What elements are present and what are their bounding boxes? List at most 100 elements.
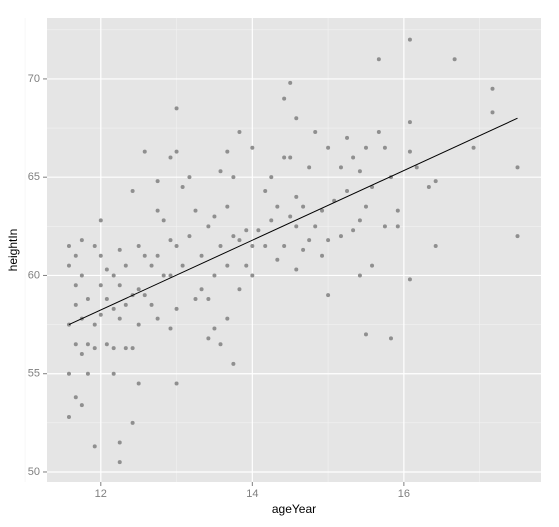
x-tick-label: 12 [95,488,107,500]
point [363,204,368,209]
point [149,263,154,268]
point [357,169,362,174]
point [206,297,211,302]
point [231,175,236,180]
point [237,287,242,292]
point [161,273,166,278]
point [407,120,412,125]
panel [47,18,541,482]
point [250,273,255,278]
point [218,243,223,248]
point [168,155,173,160]
point [288,155,293,160]
point [231,234,236,239]
point [282,243,287,248]
point [174,306,179,311]
point [326,293,331,298]
point [136,381,141,386]
point [212,214,217,219]
point [313,224,318,229]
point [263,243,268,248]
point [155,253,160,258]
point [73,342,78,347]
point [66,263,71,268]
point [288,80,293,85]
point [225,149,230,154]
y-tick-label: 55 [28,368,40,380]
point [351,228,356,233]
point [433,179,438,184]
point [345,135,350,140]
point [338,234,343,239]
point [117,283,122,288]
point [256,228,261,233]
point [282,155,287,160]
point [307,238,312,243]
point [168,326,173,331]
point [161,218,166,223]
point [376,129,381,134]
point [123,263,128,268]
point [225,204,230,209]
point [174,381,179,386]
point [149,302,154,307]
point [79,352,84,357]
point [98,312,103,317]
point [117,316,122,321]
point [231,361,236,366]
point [326,238,331,243]
point [111,273,116,278]
point [66,371,71,376]
point [357,273,362,278]
x-axis-title: ageYear [272,502,316,516]
point [111,306,116,311]
point [263,188,268,193]
point [98,218,103,223]
point [85,371,90,376]
point [320,253,325,258]
point [414,165,419,170]
point [370,263,375,268]
point [357,218,362,223]
point [515,234,520,239]
point [73,283,78,288]
point [117,440,122,445]
point [307,165,312,170]
point [92,444,97,449]
y-tick-label: 65 [28,171,40,183]
point [452,57,457,62]
point [79,273,84,278]
point [326,145,331,150]
point [174,106,179,111]
point [199,253,204,258]
point [123,302,128,307]
point [98,283,103,288]
point [187,175,192,180]
point [244,228,249,233]
point [92,346,97,351]
y-tick-label: 70 [28,73,40,85]
point [250,243,255,248]
point [73,253,78,258]
point [79,403,84,408]
point [187,234,192,239]
point [301,247,306,252]
point [92,243,97,248]
point [174,149,179,154]
point [338,165,343,170]
point [294,116,299,121]
point [250,145,255,150]
point [73,395,78,400]
point [282,96,287,101]
point [155,208,160,213]
point [294,224,299,229]
point [123,346,128,351]
point [275,204,280,209]
point [111,346,116,351]
point [294,267,299,272]
point [515,165,520,170]
point [85,342,90,347]
point [313,129,318,134]
trend-line [68,117,518,326]
